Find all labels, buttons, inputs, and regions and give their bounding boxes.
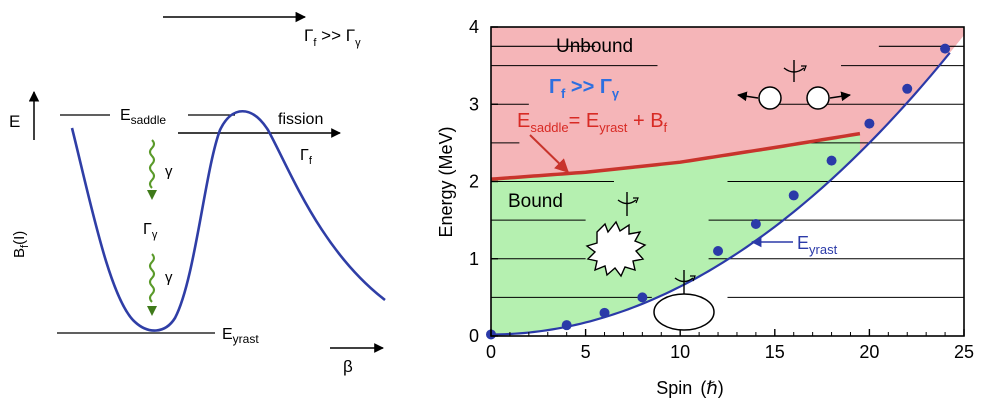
yrast-data-point bbox=[940, 43, 951, 54]
x-tick-label: 5 bbox=[581, 342, 591, 362]
yrast-data-point bbox=[826, 155, 837, 166]
gamma-arrowhead-1 bbox=[147, 190, 157, 200]
potential-curve bbox=[70, 110, 386, 332]
yrast-data-point bbox=[561, 320, 572, 331]
yrast-data-point bbox=[599, 307, 610, 318]
width-ratio-label: Γf >> Γγ bbox=[549, 76, 620, 101]
left-panel: Γf >> Γγ E Bf(I) Esaddle fission Γf Eyra… bbox=[9, 11, 386, 376]
bound-region bbox=[491, 133, 860, 335]
yrast-data-point bbox=[788, 190, 799, 201]
yrast-data-point bbox=[864, 118, 875, 129]
yrast-points bbox=[486, 43, 951, 340]
saddle-label: Esaddle bbox=[120, 107, 166, 127]
gamma-label-1: γ bbox=[165, 163, 173, 180]
unbound-label: Unbound bbox=[556, 36, 633, 57]
saddle-curve bbox=[490, 131, 861, 181]
gamma-wave-2 bbox=[149, 253, 155, 303]
cold-nucleus-icon bbox=[653, 270, 715, 331]
x-axis-label: Spin (ℏ) bbox=[656, 378, 723, 398]
gamma-arrowhead-2 bbox=[147, 306, 157, 316]
x-ticks: 0 5 10 15 20 25 bbox=[486, 329, 974, 362]
x-tick-label: 0 bbox=[486, 342, 496, 362]
excited-nucleus-icon bbox=[585, 192, 647, 278]
fission-label: fission bbox=[278, 111, 323, 128]
y-axis-label: Energy (MeV) bbox=[436, 126, 456, 237]
deformation-axis-label: β bbox=[343, 357, 353, 376]
gamma-label-2: γ bbox=[165, 269, 173, 286]
x-tick-label: 25 bbox=[954, 342, 974, 362]
y-tick-label: 4 bbox=[469, 17, 479, 37]
yrast-data-point bbox=[637, 292, 648, 303]
gamma-width-label: Γγ bbox=[143, 221, 158, 241]
top-arrow-label: Γf >> Γγ bbox=[304, 26, 361, 49]
yrast-label-left: Eyrast bbox=[222, 326, 259, 346]
potential-axis-label: Bf(I) bbox=[11, 231, 31, 258]
yrast-data-point bbox=[713, 246, 724, 257]
saddle-equation: Esaddle= Eyrast + Bf bbox=[517, 110, 668, 135]
yrast-data-point bbox=[750, 218, 761, 229]
fission-width-label: Γf bbox=[300, 147, 313, 167]
bound-label: Bound bbox=[508, 191, 563, 212]
x-tick-label: 15 bbox=[765, 342, 785, 362]
right-panel: 0 5 10 15 20 25 0 1 2 3 4 Spin (ℏ) Energy (MeV) Un… bbox=[436, 17, 974, 398]
fission-fragments-icon bbox=[737, 60, 851, 110]
yrast-label-right: Eyrast bbox=[797, 233, 838, 257]
y-tick-label: 2 bbox=[469, 172, 479, 192]
gamma-wave-1 bbox=[149, 139, 155, 189]
saddle-pointer-arrow bbox=[529, 134, 570, 173]
energy-axis-label: E bbox=[9, 112, 20, 131]
y-tick-label: 3 bbox=[469, 94, 479, 114]
y-tick-label: 1 bbox=[469, 249, 479, 269]
x-tick-label: 20 bbox=[859, 342, 879, 362]
yrast-data-point bbox=[902, 83, 913, 94]
x-tick-label: 10 bbox=[670, 342, 690, 362]
y-tick-label: 0 bbox=[469, 326, 479, 346]
y-ticks: 0 1 2 3 4 bbox=[469, 17, 498, 346]
